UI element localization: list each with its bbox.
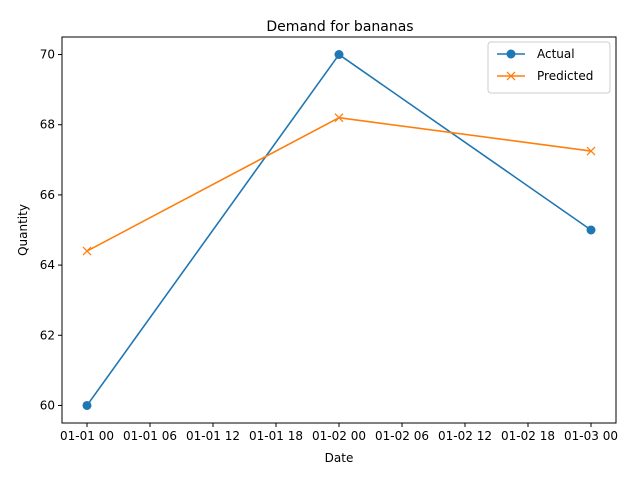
data-point-legend0-0	[506, 49, 516, 59]
x-tick-label: 01-01 06	[123, 429, 177, 443]
legend-label: Predicted	[537, 69, 593, 83]
chart-title: Demand for bananas	[266, 19, 413, 35]
data-point-0-1	[334, 50, 344, 60]
x-tick-label: 01-01 18	[249, 429, 303, 443]
series-predicted	[82, 113, 596, 256]
y-tick-label: 60	[40, 398, 55, 412]
x-tick-label: 01-01 00	[60, 429, 114, 443]
x-tick-label: 01-02 12	[438, 429, 492, 443]
data-point-1-1	[334, 113, 344, 123]
y-tick-label: 64	[40, 258, 55, 272]
legend-label: Actual	[537, 47, 575, 61]
x-tick-label: 01-02 00	[312, 429, 366, 443]
x-tick-label: 01-02 06	[375, 429, 429, 443]
data-point-legend1-0	[506, 71, 516, 81]
series-line	[86, 53, 592, 406]
data-point-1-2	[586, 146, 596, 156]
data-point-1-0	[82, 246, 92, 256]
x-tick-label: 01-01 12	[186, 429, 240, 443]
x-axis-label: Date	[325, 451, 354, 465]
legend-item-actual: Actual	[497, 47, 575, 61]
y-tick-label: 66	[40, 188, 55, 202]
plot-frame	[61, 36, 617, 424]
plot-area	[82, 50, 596, 410]
y-tick-label: 68	[40, 118, 55, 132]
y-tick-label: 70	[40, 48, 55, 62]
x-tick-label: 01-03 00	[564, 429, 618, 443]
y-axis: 60 62 64 66 68 70	[40, 48, 62, 412]
series-line	[86, 116, 592, 252]
x-axis: 01-01 00 01-01 06 01-01 12 01-01 18 01-02 00…	[60, 423, 618, 443]
series-actual	[82, 50, 596, 410]
data-point-0-2	[586, 225, 596, 235]
y-tick-label: 62	[40, 328, 55, 342]
y-axis-label: Quantity	[16, 204, 30, 256]
x-tick-label: 01-02 18	[501, 429, 555, 443]
data-point-0-0	[82, 400, 92, 410]
legend: Actual Predicted	[487, 41, 611, 94]
legend-item-predicted: Predicted	[497, 69, 593, 83]
